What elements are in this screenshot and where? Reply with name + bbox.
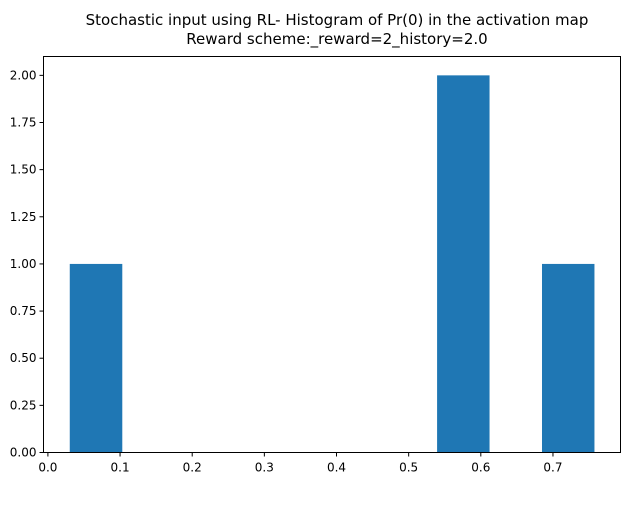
- x-tick-label-7: 0.7: [543, 461, 562, 475]
- chart-title-line-2: Reward scheme:_reward=2_history=2.0: [186, 30, 487, 49]
- y-tick-label-3: 0.75: [10, 304, 37, 318]
- x-tick-label-3: 0.3: [255, 461, 274, 475]
- y-tick-label-2: 0.50: [10, 351, 37, 365]
- y-tick-label-8: 2.00: [10, 68, 37, 82]
- y-tick-label-6: 1.50: [10, 163, 37, 177]
- y-tick-label-4: 1.00: [10, 257, 37, 271]
- y-axis: 0.00 0.25 0.50 0.75 1.00 1.25 1.50 1.75 2.00: [10, 68, 44, 460]
- y-tick-label-0: 0.00: [10, 446, 37, 460]
- chart-title-line-1: Stochastic input using RL- Histogram of …: [86, 11, 589, 29]
- plot-frame: [43, 56, 621, 453]
- y-tick-label-1: 0.25: [10, 398, 37, 412]
- bars-layer: [69, 75, 595, 453]
- x-tick-label-0: 0.0: [38, 461, 57, 475]
- y-tick-label-5: 1.25: [10, 210, 37, 224]
- x-axis: 0.0 0.1 0.2 0.3 0.4 0.5 0.6 0.7: [38, 452, 563, 475]
- y-tick-label-7: 1.75: [10, 116, 37, 130]
- histogram-bar-7: [437, 75, 490, 453]
- x-tick-label-5: 0.5: [399, 461, 418, 475]
- x-tick-label-1: 0.1: [111, 461, 130, 475]
- histogram-bar-0: [69, 263, 123, 453]
- x-tick-label-6: 0.6: [471, 461, 490, 475]
- histogram-bar-9: [541, 263, 595, 453]
- x-tick-label-2: 0.2: [183, 461, 202, 475]
- x-tick-label-4: 0.4: [327, 461, 346, 475]
